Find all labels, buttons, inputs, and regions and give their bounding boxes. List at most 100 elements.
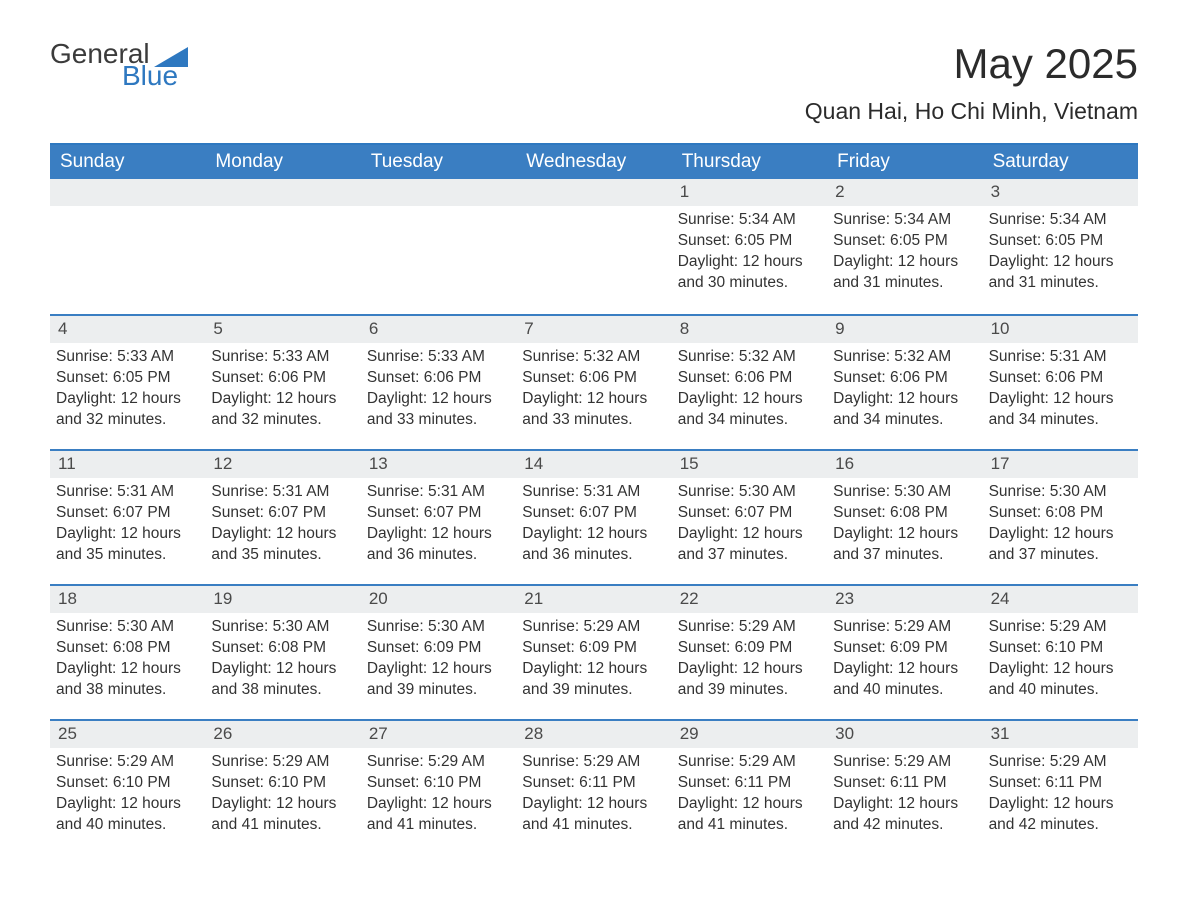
day-content: Sunrise: 5:30 AMSunset: 6:08 PMDaylight:… bbox=[827, 478, 982, 578]
sunrise-text: Sunrise: 5:34 AM bbox=[678, 210, 821, 231]
day-cell: 18Sunrise: 5:30 AMSunset: 6:08 PMDayligh… bbox=[50, 586, 205, 719]
day-number: 5 bbox=[205, 316, 360, 343]
dow-saturday: Saturday bbox=[983, 145, 1138, 179]
day-cell: 23Sunrise: 5:29 AMSunset: 6:09 PMDayligh… bbox=[827, 586, 982, 719]
week-row: 25Sunrise: 5:29 AMSunset: 6:10 PMDayligh… bbox=[50, 719, 1138, 854]
daylight-text: Daylight: 12 hours and 37 minutes. bbox=[678, 524, 821, 566]
day-content: Sunrise: 5:29 AMSunset: 6:10 PMDaylight:… bbox=[983, 613, 1138, 713]
day-content: Sunrise: 5:29 AMSunset: 6:11 PMDaylight:… bbox=[516, 748, 671, 848]
day-number: 9 bbox=[827, 316, 982, 343]
day-cell bbox=[50, 179, 205, 314]
day-content bbox=[361, 206, 516, 222]
sunrise-text: Sunrise: 5:31 AM bbox=[211, 482, 354, 503]
sunset-text: Sunset: 6:07 PM bbox=[211, 503, 354, 524]
daylight-text: Daylight: 12 hours and 39 minutes. bbox=[367, 659, 510, 701]
sunrise-text: Sunrise: 5:29 AM bbox=[522, 617, 665, 638]
daylight-text: Daylight: 12 hours and 36 minutes. bbox=[367, 524, 510, 566]
day-content: Sunrise: 5:30 AMSunset: 6:08 PMDaylight:… bbox=[983, 478, 1138, 578]
day-content: Sunrise: 5:33 AMSunset: 6:05 PMDaylight:… bbox=[50, 343, 205, 443]
sunrise-text: Sunrise: 5:31 AM bbox=[522, 482, 665, 503]
day-content: Sunrise: 5:29 AMSunset: 6:11 PMDaylight:… bbox=[983, 748, 1138, 848]
day-cell: 17Sunrise: 5:30 AMSunset: 6:08 PMDayligh… bbox=[983, 451, 1138, 584]
dow-monday: Monday bbox=[205, 145, 360, 179]
day-number bbox=[516, 179, 671, 206]
sunset-text: Sunset: 6:11 PM bbox=[989, 773, 1132, 794]
day-cell: 1Sunrise: 5:34 AMSunset: 6:05 PMDaylight… bbox=[672, 179, 827, 314]
sunset-text: Sunset: 6:05 PM bbox=[833, 231, 976, 252]
day-cell: 2Sunrise: 5:34 AMSunset: 6:05 PMDaylight… bbox=[827, 179, 982, 314]
day-content: Sunrise: 5:34 AMSunset: 6:05 PMDaylight:… bbox=[827, 206, 982, 306]
daylight-text: Daylight: 12 hours and 34 minutes. bbox=[678, 389, 821, 431]
day-content: Sunrise: 5:29 AMSunset: 6:09 PMDaylight:… bbox=[516, 613, 671, 713]
day-content bbox=[516, 206, 671, 222]
sunset-text: Sunset: 6:09 PM bbox=[367, 638, 510, 659]
daylight-text: Daylight: 12 hours and 41 minutes. bbox=[678, 794, 821, 836]
daylight-text: Daylight: 12 hours and 31 minutes. bbox=[989, 252, 1132, 294]
sunset-text: Sunset: 6:08 PM bbox=[211, 638, 354, 659]
calendar-page: General Blue May 2025 Quan Hai, Ho Chi M… bbox=[0, 0, 1188, 884]
day-number: 20 bbox=[361, 586, 516, 613]
day-number: 24 bbox=[983, 586, 1138, 613]
page-header: General Blue May 2025 Quan Hai, Ho Chi M… bbox=[50, 40, 1138, 125]
day-number: 15 bbox=[672, 451, 827, 478]
daylight-text: Daylight: 12 hours and 30 minutes. bbox=[678, 252, 821, 294]
week-row: 1Sunrise: 5:34 AMSunset: 6:05 PMDaylight… bbox=[50, 179, 1138, 314]
daylight-text: Daylight: 12 hours and 32 minutes. bbox=[56, 389, 199, 431]
sunset-text: Sunset: 6:09 PM bbox=[833, 638, 976, 659]
day-content bbox=[50, 206, 205, 222]
sunrise-text: Sunrise: 5:32 AM bbox=[833, 347, 976, 368]
day-number: 17 bbox=[983, 451, 1138, 478]
sunrise-text: Sunrise: 5:33 AM bbox=[56, 347, 199, 368]
day-content: Sunrise: 5:29 AMSunset: 6:10 PMDaylight:… bbox=[50, 748, 205, 848]
sunrise-text: Sunrise: 5:29 AM bbox=[989, 752, 1132, 773]
daylight-text: Daylight: 12 hours and 33 minutes. bbox=[367, 389, 510, 431]
day-content: Sunrise: 5:34 AMSunset: 6:05 PMDaylight:… bbox=[983, 206, 1138, 306]
day-cell: 28Sunrise: 5:29 AMSunset: 6:11 PMDayligh… bbox=[516, 721, 671, 854]
day-number: 16 bbox=[827, 451, 982, 478]
day-number bbox=[205, 179, 360, 206]
daylight-text: Daylight: 12 hours and 34 minutes. bbox=[989, 389, 1132, 431]
sunrise-text: Sunrise: 5:33 AM bbox=[367, 347, 510, 368]
day-content: Sunrise: 5:31 AMSunset: 6:07 PMDaylight:… bbox=[205, 478, 360, 578]
day-number: 3 bbox=[983, 179, 1138, 206]
sunset-text: Sunset: 6:06 PM bbox=[989, 368, 1132, 389]
sunset-text: Sunset: 6:09 PM bbox=[522, 638, 665, 659]
daylight-text: Daylight: 12 hours and 35 minutes. bbox=[56, 524, 199, 566]
daylight-text: Daylight: 12 hours and 42 minutes. bbox=[833, 794, 976, 836]
day-number bbox=[50, 179, 205, 206]
sunset-text: Sunset: 6:07 PM bbox=[56, 503, 199, 524]
day-of-week-header: Sunday Monday Tuesday Wednesday Thursday… bbox=[50, 145, 1138, 179]
sunrise-text: Sunrise: 5:32 AM bbox=[678, 347, 821, 368]
brand-logo: General Blue bbox=[50, 40, 188, 90]
day-cell: 6Sunrise: 5:33 AMSunset: 6:06 PMDaylight… bbox=[361, 316, 516, 449]
day-cell: 5Sunrise: 5:33 AMSunset: 6:06 PMDaylight… bbox=[205, 316, 360, 449]
sunset-text: Sunset: 6:05 PM bbox=[989, 231, 1132, 252]
daylight-text: Daylight: 12 hours and 35 minutes. bbox=[211, 524, 354, 566]
day-content: Sunrise: 5:29 AMSunset: 6:09 PMDaylight:… bbox=[827, 613, 982, 713]
sunrise-text: Sunrise: 5:29 AM bbox=[522, 752, 665, 773]
day-number: 14 bbox=[516, 451, 671, 478]
daylight-text: Daylight: 12 hours and 31 minutes. bbox=[833, 252, 976, 294]
week-row: 4Sunrise: 5:33 AMSunset: 6:05 PMDaylight… bbox=[50, 314, 1138, 449]
sunset-text: Sunset: 6:06 PM bbox=[833, 368, 976, 389]
sunset-text: Sunset: 6:06 PM bbox=[211, 368, 354, 389]
day-cell: 10Sunrise: 5:31 AMSunset: 6:06 PMDayligh… bbox=[983, 316, 1138, 449]
day-content: Sunrise: 5:34 AMSunset: 6:05 PMDaylight:… bbox=[672, 206, 827, 306]
day-content: Sunrise: 5:29 AMSunset: 6:09 PMDaylight:… bbox=[672, 613, 827, 713]
daylight-text: Daylight: 12 hours and 38 minutes. bbox=[211, 659, 354, 701]
day-cell: 13Sunrise: 5:31 AMSunset: 6:07 PMDayligh… bbox=[361, 451, 516, 584]
day-number: 26 bbox=[205, 721, 360, 748]
sunset-text: Sunset: 6:11 PM bbox=[678, 773, 821, 794]
day-cell: 15Sunrise: 5:30 AMSunset: 6:07 PMDayligh… bbox=[672, 451, 827, 584]
day-cell: 9Sunrise: 5:32 AMSunset: 6:06 PMDaylight… bbox=[827, 316, 982, 449]
day-content: Sunrise: 5:30 AMSunset: 6:07 PMDaylight:… bbox=[672, 478, 827, 578]
day-content: Sunrise: 5:33 AMSunset: 6:06 PMDaylight:… bbox=[205, 343, 360, 443]
day-content: Sunrise: 5:30 AMSunset: 6:09 PMDaylight:… bbox=[361, 613, 516, 713]
day-cell: 21Sunrise: 5:29 AMSunset: 6:09 PMDayligh… bbox=[516, 586, 671, 719]
day-cell: 31Sunrise: 5:29 AMSunset: 6:11 PMDayligh… bbox=[983, 721, 1138, 854]
day-content: Sunrise: 5:32 AMSunset: 6:06 PMDaylight:… bbox=[827, 343, 982, 443]
day-cell: 4Sunrise: 5:33 AMSunset: 6:05 PMDaylight… bbox=[50, 316, 205, 449]
brand-word-2: Blue bbox=[122, 62, 188, 90]
day-number: 4 bbox=[50, 316, 205, 343]
day-number: 7 bbox=[516, 316, 671, 343]
